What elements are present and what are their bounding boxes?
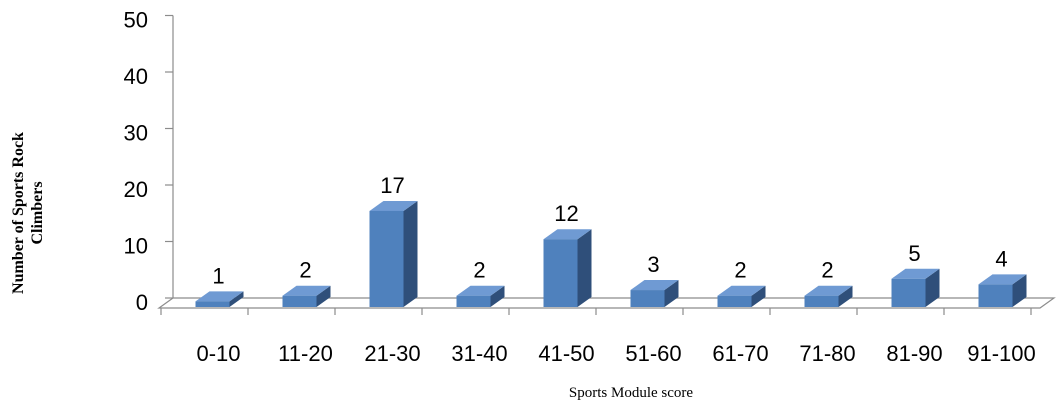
x-axis-title: Sports Module score bbox=[569, 385, 693, 401]
bar-side bbox=[229, 291, 244, 307]
y-axis-tick-label: 40 bbox=[124, 64, 148, 89]
bar-top bbox=[717, 285, 766, 296]
bar-data-label: 4 bbox=[995, 246, 1007, 271]
bar-side bbox=[577, 229, 592, 307]
bar-side bbox=[925, 268, 940, 307]
x-axis-tick-label: 51-60 bbox=[625, 341, 681, 366]
bar-front bbox=[543, 239, 578, 307]
bar-top bbox=[630, 280, 679, 291]
chart-bars bbox=[195, 200, 1027, 307]
y-axis-title-line1: Number of Sports Rock bbox=[10, 132, 27, 294]
bar-side bbox=[838, 285, 853, 307]
bar-front bbox=[978, 284, 1013, 307]
bar-top bbox=[369, 200, 418, 211]
bar-front bbox=[282, 295, 317, 307]
y-axis-title-line2: Climbers bbox=[29, 181, 46, 244]
y-axis-tick-label: 10 bbox=[124, 234, 148, 259]
bar-side bbox=[490, 285, 505, 307]
bar-data-label: 5 bbox=[908, 241, 920, 266]
x-axis-tick-label: 21-30 bbox=[364, 341, 420, 366]
bar-front bbox=[195, 301, 230, 307]
bar-top bbox=[456, 285, 505, 296]
x-axis-tick-label: 11-20 bbox=[278, 341, 333, 366]
x-axis-tick-label: 61-70 bbox=[712, 341, 768, 366]
x-axis-tick-label: 0-10 bbox=[196, 341, 240, 366]
bar-side bbox=[664, 280, 679, 307]
bar-top bbox=[282, 285, 331, 296]
bar-side bbox=[403, 200, 418, 307]
bar-front bbox=[630, 290, 665, 307]
bar bbox=[456, 285, 505, 307]
x-axis-tick-label: 31-40 bbox=[451, 341, 507, 366]
bar-top bbox=[543, 229, 592, 240]
bar-side bbox=[1012, 274, 1027, 307]
x-axis-ticks: 0-10 11-20 21-30 31-40 41-50 51-60 61-70 71-80 8… bbox=[196, 341, 1035, 366]
bar bbox=[804, 285, 853, 307]
y-axis-ticks: 0 10 20 30 40 50 bbox=[124, 8, 173, 315]
bar bbox=[369, 200, 418, 307]
x-axis-tick-label: 91-100 bbox=[967, 341, 1036, 366]
bar-side bbox=[316, 285, 331, 307]
y-axis-tick-label: 50 bbox=[124, 8, 148, 33]
bar bbox=[630, 280, 679, 307]
bar bbox=[543, 229, 592, 307]
bar-data-label: 2 bbox=[299, 258, 311, 283]
bar-data-label: 2 bbox=[821, 258, 833, 283]
x-axis-tick-label: 81-90 bbox=[886, 341, 942, 366]
bar bbox=[717, 285, 766, 307]
bar-top bbox=[891, 268, 940, 279]
bar-front bbox=[456, 295, 491, 307]
bar bbox=[978, 274, 1027, 307]
bar-top bbox=[195, 291, 244, 302]
bar-data-label: 3 bbox=[647, 252, 659, 277]
bar bbox=[891, 268, 940, 307]
bar-data-label: 12 bbox=[554, 201, 578, 226]
bar bbox=[282, 285, 331, 307]
bar-top bbox=[978, 274, 1027, 285]
bar-data-label: 17 bbox=[380, 173, 404, 198]
bar-side bbox=[751, 285, 766, 307]
y-axis-tick-label: 30 bbox=[124, 121, 148, 146]
x-axis-tick-label: 71-80 bbox=[799, 341, 855, 366]
y-axis-tick-label: 20 bbox=[124, 177, 148, 202]
bar-top bbox=[804, 285, 853, 296]
bar-data-label: 2 bbox=[734, 258, 746, 283]
bar-front bbox=[369, 210, 404, 307]
bar-front bbox=[717, 295, 752, 307]
bar-data-label: 1 bbox=[212, 263, 224, 288]
bar-front bbox=[804, 295, 839, 307]
bar bbox=[195, 291, 244, 307]
x-axis-tick-label: 41-50 bbox=[538, 341, 594, 366]
bar-data-label: 2 bbox=[473, 258, 485, 283]
y-axis-tick-label: 0 bbox=[136, 290, 148, 315]
bar-front bbox=[891, 278, 926, 307]
